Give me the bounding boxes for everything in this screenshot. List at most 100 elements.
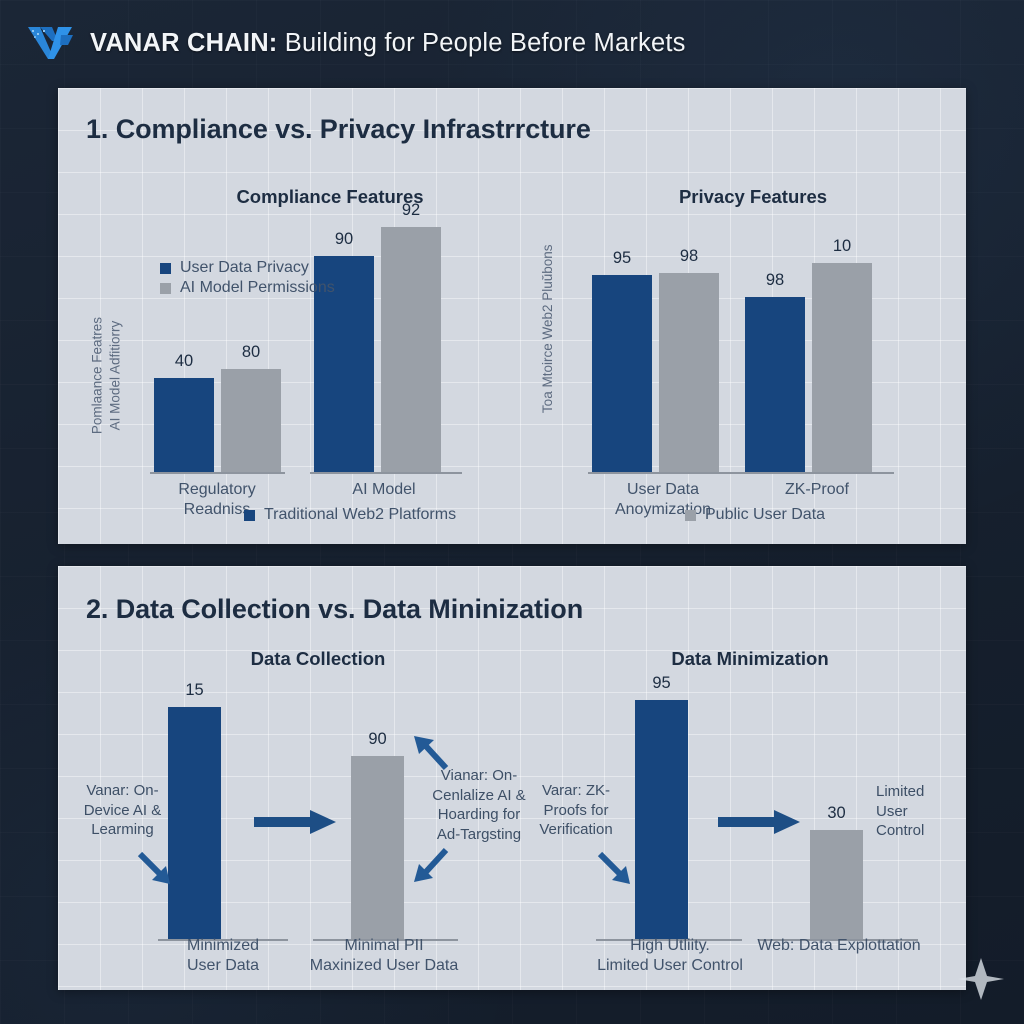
axis-line-group-1 [150, 472, 285, 474]
bar-value-98-second: 98 [765, 271, 785, 289]
bar-value-30: 30 [827, 804, 846, 822]
xlabel-regulatory-readniss: Regulatory Readniss [146, 480, 288, 520]
panel-2-title: 2. Data Collection vs. Data Mininization [86, 594, 584, 624]
arrow-right-icon-2 [718, 810, 800, 834]
xlabel-line-2: Maxinized User Data [309, 957, 459, 974]
xlabel-zk-proof: ZK-Proof [738, 480, 896, 500]
legend-public-user-data[interactable]: Public User Data [685, 505, 825, 525]
vanar-v-logo-icon [28, 27, 73, 59]
sparkle-diamond-icon [958, 958, 1004, 1000]
arrow-down-right-icon-2 [597, 851, 630, 884]
annotation-line-2: Cenlalize AI & [432, 786, 526, 804]
xlabel-minimized-user-data: Minimized User Data [153, 936, 293, 976]
annotation-line-1: Varar: ZK- [541, 782, 611, 799]
annotation-line-2: User [876, 802, 908, 820]
annotation-line-2: Proofs for [543, 801, 609, 819]
bar-blue-95: 95 [592, 249, 652, 473]
bar-gray-10: 10 [812, 237, 872, 473]
bar-value-15: 15 [185, 681, 204, 699]
annotation-line-1: Vanar: On- [86, 782, 159, 799]
legend-swatch-public-user-data [685, 510, 696, 521]
xlabel-line-2: Readniss [183, 501, 251, 518]
bar-value-90: 90 [368, 730, 387, 748]
y-axis-label-privacy: Toa Mtoirce Web2 Pluŭbons [540, 244, 556, 414]
bar-value-80: 80 [241, 343, 261, 361]
bar-value-90: 90 [334, 230, 354, 248]
legend-label-public-user-data: Public User Data [705, 506, 826, 523]
bar-blue-40: 40 [154, 352, 214, 473]
annotation-line-1: Vianar: On- [440, 767, 518, 784]
chart-title-data-minimization: Data Minimization [671, 648, 829, 669]
y-axis-label-line-2: AI Model Adfitiorry [107, 320, 122, 431]
y-axis-label-compliance: Pomlaance Featres AI Model Adfitiorry [88, 301, 123, 451]
bar-blue-95: 95 [635, 674, 688, 940]
annotation-line-3: Learming [91, 821, 154, 838]
panel-1-title: 1. Compliance vs. Privacy Infrastrrcture [86, 114, 591, 144]
bar-gray-98: 98 [659, 247, 719, 473]
bar-gray-30: 30 [810, 804, 863, 940]
axis-line-group-2 [310, 472, 462, 474]
header: VANAR CHAIN: Building for People Before … [0, 0, 1024, 86]
bar-blue-15: 15 [168, 681, 221, 940]
annotation-line-3: Hoarding for [437, 806, 521, 823]
xlabel-line-1: Regulatory [178, 481, 256, 498]
legend-label-user-data-privacy: User Data Privacy [180, 259, 309, 276]
xlabel-high-utility: High Utliity. Limited User Control [586, 936, 754, 976]
annotation-vanar-on-device-ai: Vanar: On- Device AI & Learming [70, 781, 175, 840]
y-axis-label-line-1: Pomlaance Featres [89, 317, 105, 435]
bar-value-40: 40 [174, 352, 194, 370]
chart-title-compliance-features: Compliance Features [236, 186, 424, 207]
bar-blue-98: 98 [745, 271, 805, 473]
xlabel-line-1: User Data [626, 481, 700, 498]
legend-traditional-web2-platforms[interactable]: Traditional Web2 Platforms [244, 505, 456, 525]
bar-value-95: 95 [652, 674, 671, 692]
xlabel-ai-model: AI Model [304, 480, 464, 500]
arrow-down-left-icon [414, 847, 449, 882]
xlabel-line-1: AI Model [352, 481, 416, 498]
annotation-varar-zk-proofs: Varar: ZK- Proofs for Verification [526, 781, 626, 840]
legend-label-traditional-web2: Traditional Web2 Platforms [264, 506, 457, 523]
panel-compliance-vs-privacy: 1. Compliance vs. Privacy Infrastrrcture… [58, 88, 966, 544]
xlabel-line-1: Web: Data Explottation [757, 937, 921, 954]
xlabel-line-1: Minimized [186, 937, 259, 954]
bar-value-98: 98 [679, 247, 699, 265]
bar-gray-80: 80 [221, 343, 281, 473]
axis-line-maxinized-user-data [313, 939, 458, 941]
xlabel-line-1: Minimal PII [344, 937, 424, 954]
bar-value-95: 95 [612, 249, 632, 267]
panel-data-collection-vs-minimization: 2. Data Collection vs. Data Mininization… [58, 566, 966, 990]
bar-gray-92: 92 [381, 201, 441, 473]
xlabel-line-1: ZK-Proof [784, 481, 849, 498]
xlabel-data-exploitation: Web: Data Explottation [756, 936, 922, 956]
brand-name: VANAR CHAIN: [90, 28, 278, 57]
annotation-line-3: Verification [539, 821, 613, 838]
bar-value-92: 92 [401, 201, 421, 219]
annotation-line-4: Ad-Targsting [436, 825, 522, 843]
axis-line-minimized-user-data [158, 939, 288, 941]
annotation-vanar-centralize-ai: Vianar: On- Cenlalize AI & Hoarding for … [418, 766, 540, 844]
axis-line-data-exploitation [758, 939, 918, 941]
xlabel-line-2: Limited User Control [597, 957, 743, 974]
xlabel-line-1: High Utliity. [630, 937, 710, 954]
legend-swatch-ai-model-permissions [160, 283, 171, 295]
bar-blue-90: 90 [314, 230, 374, 473]
legend-compliance-features[interactable]: User Data Privacy AI Model Permissions [160, 258, 335, 299]
axis-line-group-4 [742, 472, 894, 474]
chart-title-privacy-features: Privacy Features [678, 186, 828, 207]
annotation-line-1: Limited [876, 783, 925, 800]
arrow-up-left-icon [414, 736, 449, 771]
annotation-limited-user-control: Limited User Control [876, 782, 966, 841]
legend-label-ai-model-permissions: AI Model Permissions [180, 279, 335, 297]
arrow-right-icon-1 [254, 810, 336, 834]
arrow-down-right-icon-1 [137, 851, 170, 884]
legend-swatch-traditional-web2 [244, 510, 255, 521]
annotation-line-2: Device AI & [83, 801, 162, 819]
xlabel-line-2: User Data [186, 957, 260, 974]
header-subtitle: Building for People Before Markets [277, 28, 686, 57]
annotation-line-3: Control [876, 822, 925, 839]
page-title: VANAR CHAIN: Building for People Before … [90, 29, 686, 58]
chart-title-data-collection: Data Collection [250, 648, 386, 669]
axis-line-high-utility [596, 939, 742, 941]
legend-swatch-user-data-privacy [160, 263, 171, 274]
